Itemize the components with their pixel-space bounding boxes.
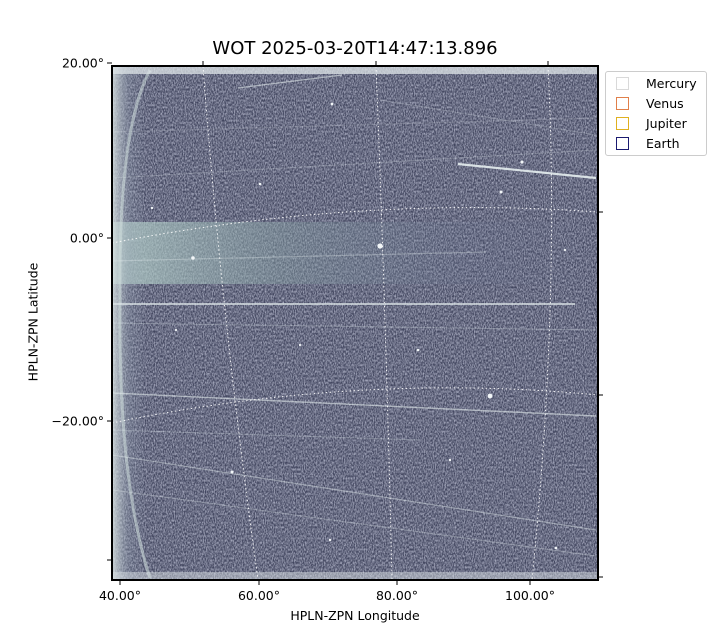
legend: Mercury Venus Jupiter Earth <box>605 71 707 156</box>
y-axis-label: HPLN-ZPN Latitude <box>25 262 41 382</box>
legend-label: Venus <box>646 95 684 111</box>
legend-item-mercury: Mercury <box>616 75 697 91</box>
x-tick-label: 60.00° <box>237 588 281 603</box>
legend-label: Mercury <box>646 75 697 91</box>
x-tick-label: 100.00° <box>505 588 555 603</box>
y-tick-label: −20.00° <box>51 413 104 429</box>
plot-frame <box>111 65 599 581</box>
sky-image <box>112 66 598 580</box>
y-tick-label: 20.00° <box>61 55 104 71</box>
legend-swatch-jupiter <box>616 116 629 130</box>
x-tick-label: 40.00° <box>98 588 142 603</box>
legend-swatch-mercury <box>616 76 629 90</box>
x-axis-label: HPLN-ZPN Longitude <box>290 608 420 623</box>
legend-item-earth: Earth <box>616 135 680 151</box>
legend-label: Earth <box>646 135 680 151</box>
y-tick-label: 0.00° <box>69 230 104 246</box>
chart-title: WOT 2025-03-20T14:47:13.896 <box>212 38 498 59</box>
legend-item-venus: Venus <box>616 95 684 111</box>
x-tick-label: 80.00° <box>375 588 419 603</box>
axis-ticks <box>107 61 603 585</box>
bright-band <box>112 222 598 284</box>
legend-label: Jupiter <box>646 115 687 131</box>
legend-swatch-venus <box>616 96 629 110</box>
legend-swatch-earth <box>616 136 629 150</box>
legend-item-jupiter: Jupiter <box>616 115 687 131</box>
coordinate-grid <box>112 66 598 580</box>
streaks <box>112 74 597 557</box>
stars <box>150 102 567 550</box>
